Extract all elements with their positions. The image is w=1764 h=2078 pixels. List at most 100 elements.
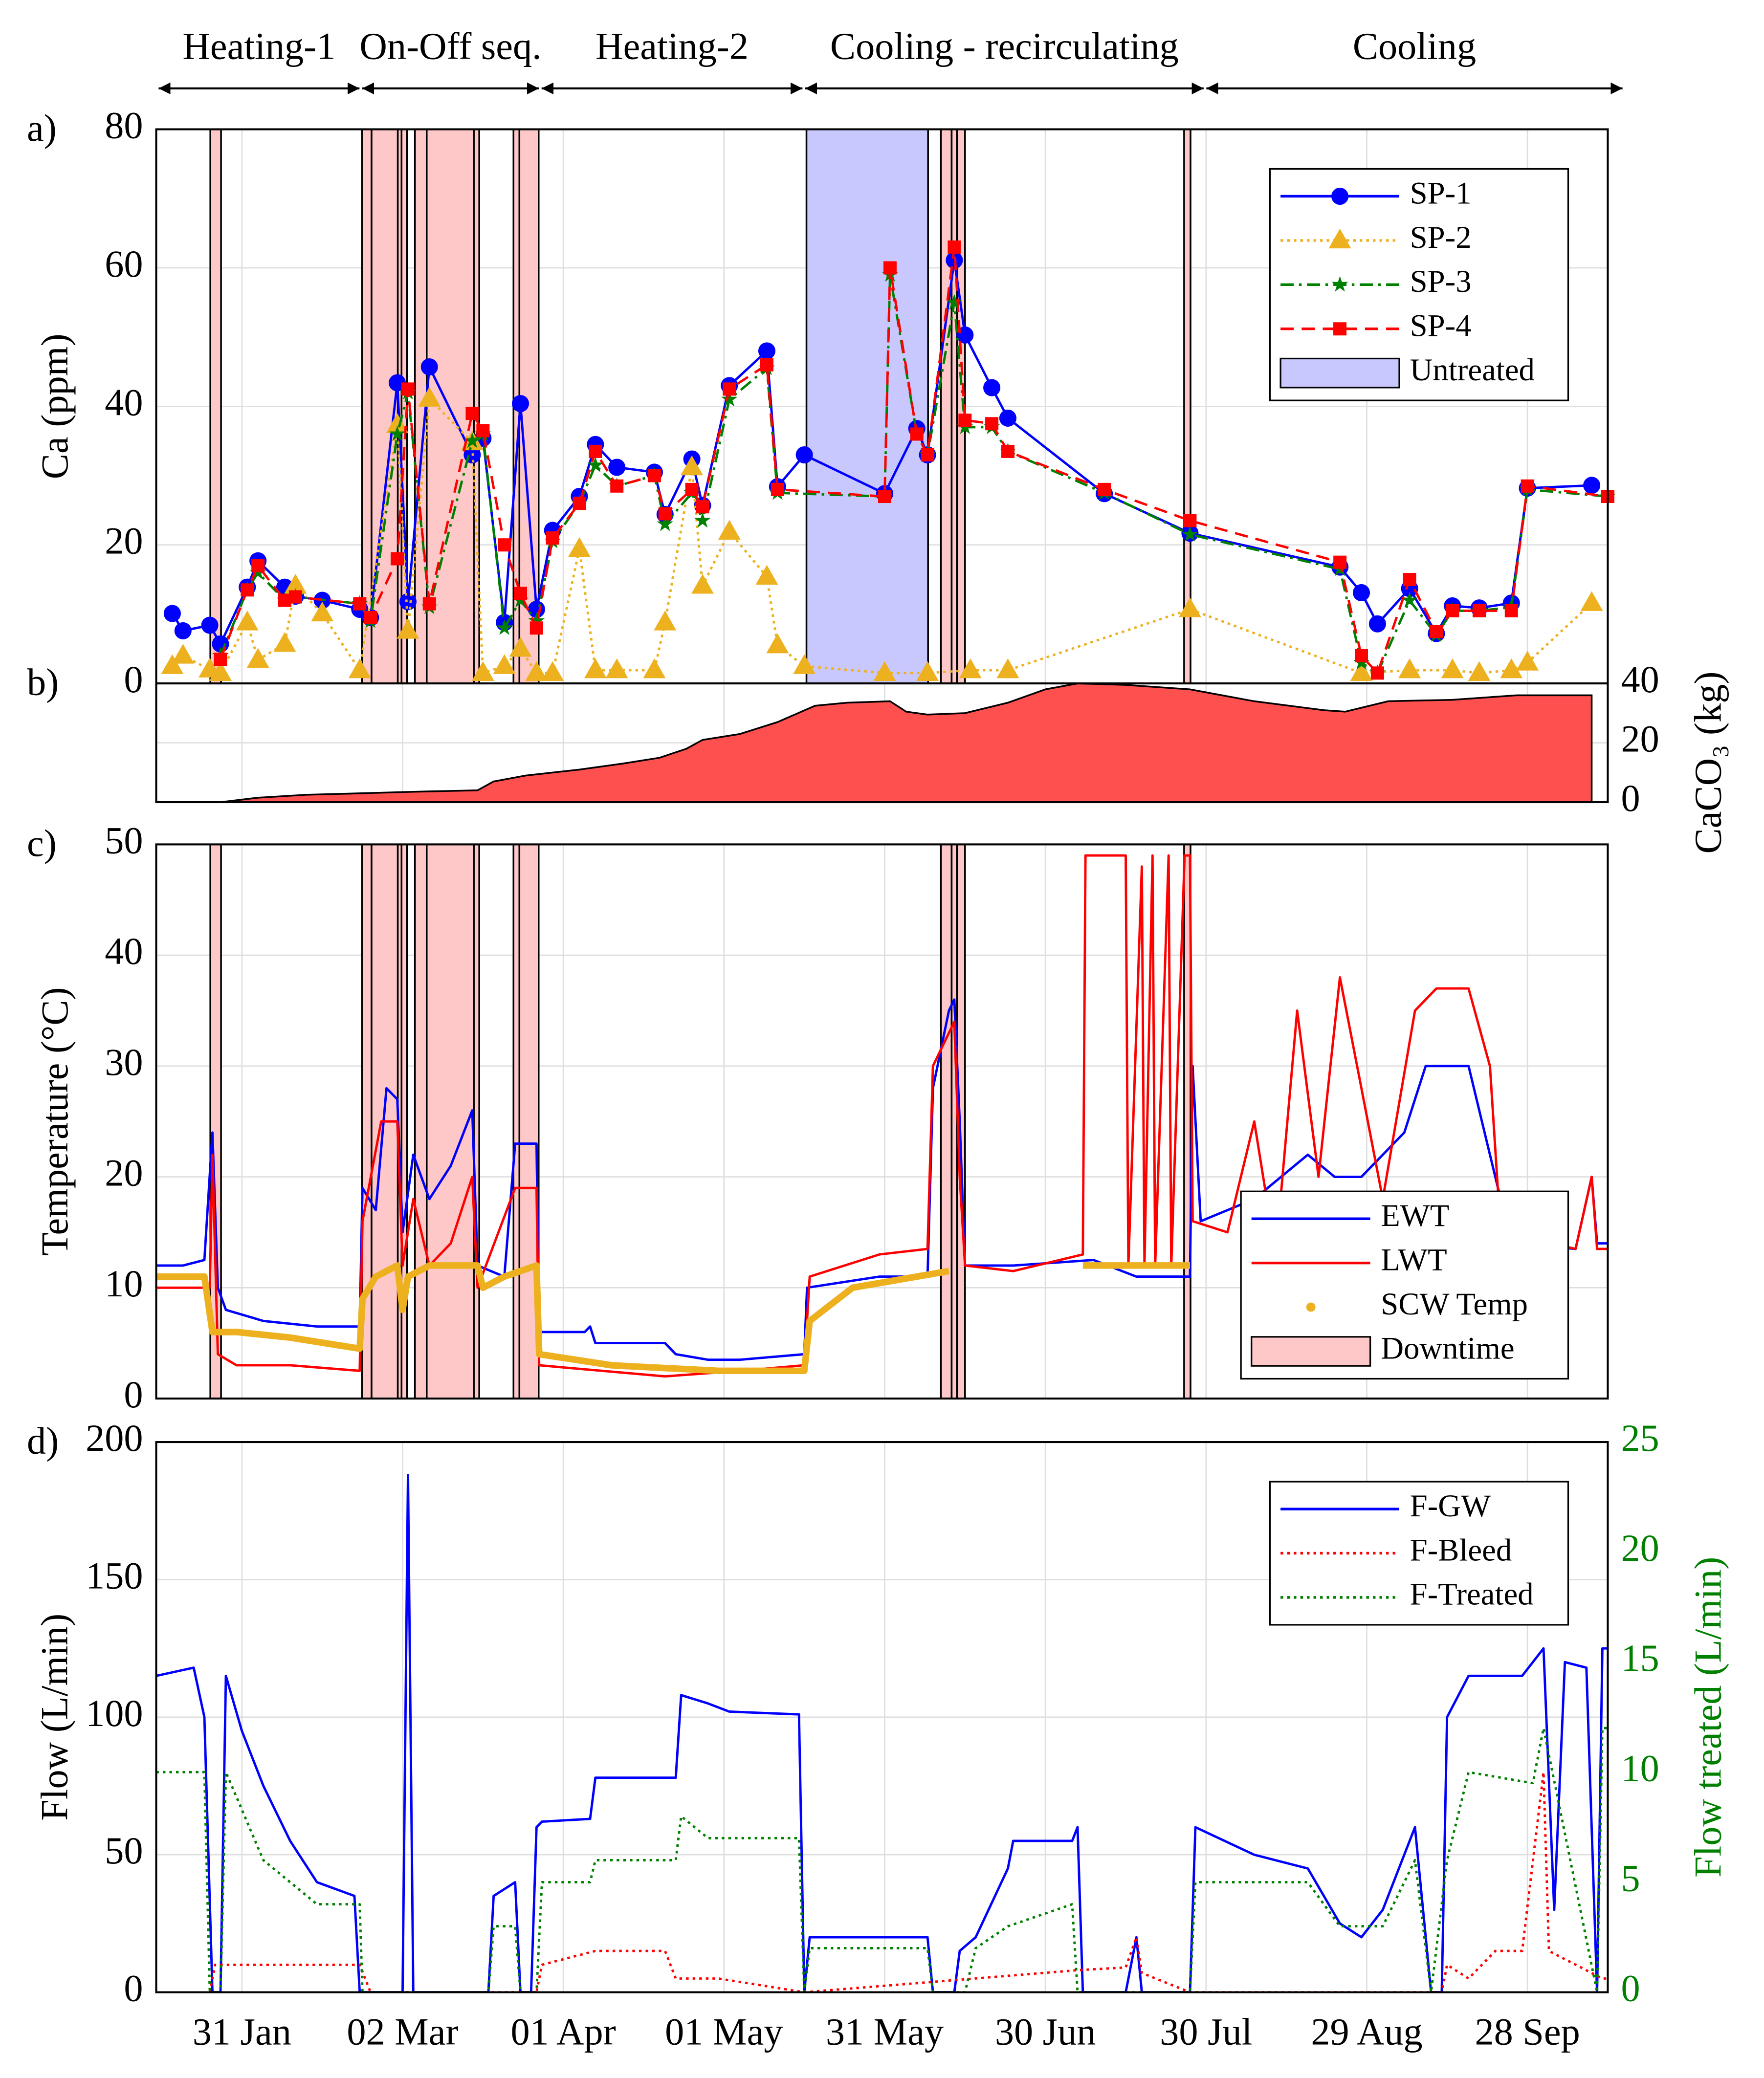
data-point [587,457,604,472]
data-point [721,391,738,407]
data-point [288,590,302,604]
panel-label: b) [27,660,59,703]
y2-axis-label: Flow treated (L/min) [1687,1557,1729,1878]
data-point [608,459,626,476]
line [219,246,1608,675]
data-point [364,611,377,624]
y-tick-label: 150 [86,1554,143,1597]
y2-tick-label: 0 [1621,777,1640,819]
data-point [391,552,404,566]
data-point [793,654,816,674]
data-point [883,261,897,275]
data-point [498,538,511,552]
legend-label: Untreated [1410,352,1535,388]
y-tick-label: 100 [86,1692,143,1734]
band [940,128,953,684]
data-point [921,448,934,461]
data-point [1403,573,1416,587]
data-point [647,469,661,482]
band [400,843,408,1400]
x-tick-label: 31 May [826,2011,944,2053]
y2-tick-label: 40 [1621,658,1659,700]
data-point [163,605,181,622]
data-point [948,240,961,254]
data-point [1370,666,1384,680]
x-tick-label: 31 Jan [193,2011,291,2053]
y-tick-label: 50 [105,819,143,861]
data-point [771,482,784,496]
band [805,128,929,684]
data-point [1468,661,1491,681]
data-point [251,559,265,572]
data-point [273,632,296,652]
data-point [511,395,529,413]
y2-axis-label: CaCO₃ (kg) [1687,672,1729,854]
band [473,843,480,1400]
legend-label: SP-1 [1410,175,1472,211]
data-point [246,648,269,668]
y2-tick-label: 10 [1621,1747,1659,1789]
legend-marker [1331,276,1348,292]
data-point [161,654,184,674]
panel: 31 Jan 02 Mar 01 Apr 01 May 31 May 30 Jun 30 J… [27,1417,1729,2053]
data-point [723,382,736,396]
data-point [1521,479,1534,493]
data-point [236,611,259,631]
legend-label: LWT [1381,1243,1447,1278]
data-point [983,379,1001,396]
data-point [418,387,441,407]
plot-frame [155,682,1609,804]
data-point [1500,658,1523,678]
panel: 0 20 40 b) CaCO₃ (kg) [27,658,1729,853]
line [156,998,1608,1361]
y-tick-label: 60 [105,242,143,285]
y-tick-label: 20 [105,1152,143,1194]
data-point [420,358,438,376]
panel: 0 10 20 30 40 50 c) Temperature (°C) EWT LWT SCW T… [27,819,1609,1416]
y-tick-label: 40 [105,930,143,972]
data-point [1352,584,1370,602]
data-point [589,444,602,458]
data-point [985,417,999,431]
x-tick-label: 30 Jun [995,2011,1096,2053]
data-point [643,658,666,678]
data-point [1580,591,1603,611]
legend-label: SCW Temp [1381,1287,1528,1322]
data-point [514,587,527,600]
plot-frame [155,843,1609,1400]
band [209,128,222,684]
data-point [760,358,773,372]
phase-label: Cooling - recirculating [830,25,1179,67]
data-point [1446,604,1459,617]
data-point [691,574,714,594]
y2-tick-label: 5 [1621,1857,1640,1899]
y2-tick-label: 25 [1621,1417,1659,1459]
data-point [1350,661,1373,681]
data-point [878,490,891,503]
y-axis-label: Temperature (°C) [33,987,76,1256]
data-point [996,658,1019,678]
data-point [956,326,974,344]
data-point [214,653,227,666]
legend-swatch [1251,1336,1371,1367]
data-point [916,661,939,681]
y-tick-label: 80 [105,104,143,146]
legend-label: SP-3 [1410,264,1472,299]
legend-marker [1306,1302,1316,1312]
line [156,1262,1190,1375]
y-tick-label: 20 [105,520,143,562]
data-point [1098,482,1111,496]
data-point [1430,625,1443,638]
phase-label: Cooling [1353,25,1476,67]
data-point [1001,444,1014,458]
x-tick-label: 28 Sep [1475,2011,1580,2053]
data-point [1583,477,1601,494]
data-point [493,654,516,674]
x-tick-label: 02 Mar [347,2011,458,2053]
legend-label: Downtime [1381,1331,1514,1366]
legend-marker [1328,228,1351,249]
data-point [873,661,896,681]
data-point [1516,651,1539,671]
data-point [718,520,741,540]
